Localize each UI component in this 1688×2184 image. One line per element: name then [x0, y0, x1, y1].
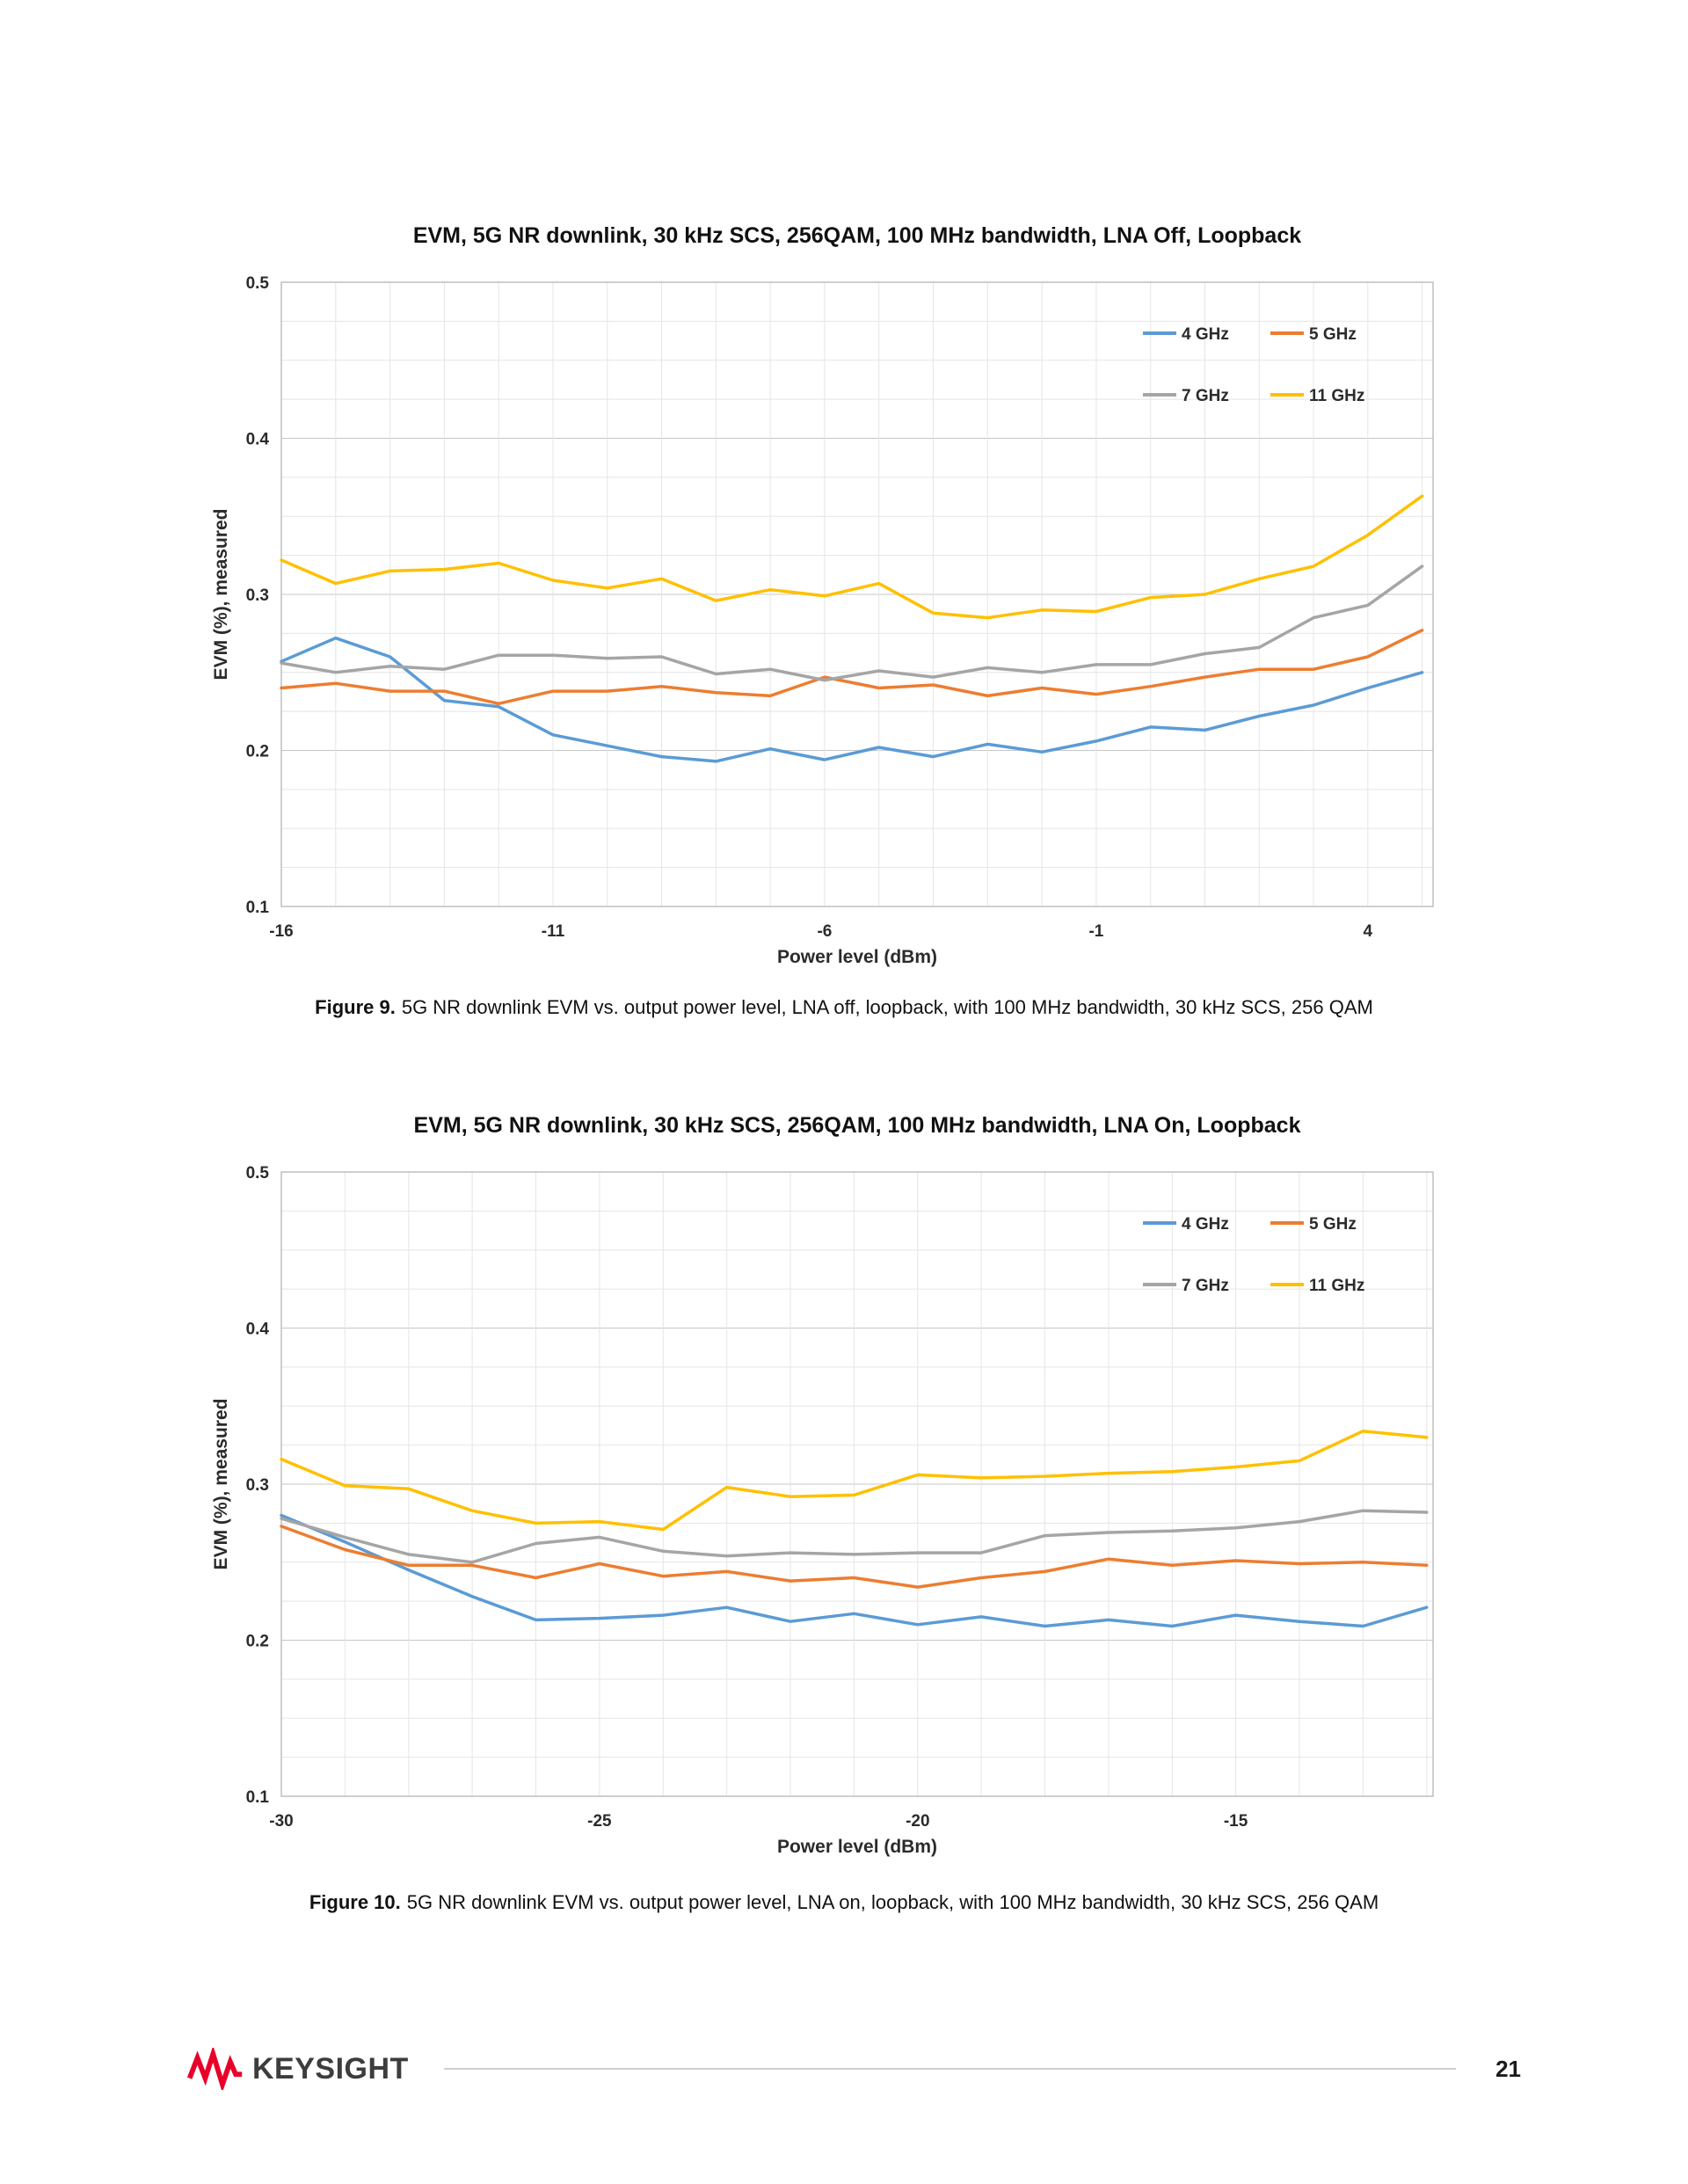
x-tick-label: -15 — [1224, 1812, 1248, 1831]
evm-lna-off-chart: 0.1 0.2 0.3 0.4 0.5 -16 -11 -6 -1 4 4 GHz 5 GHz 7 GH… — [211, 223, 1434, 967]
plot-border — [280, 281, 1434, 907]
chart-legend: 4 GHz 5 GHz 7 GHz 11 GHz — [1143, 325, 1364, 405]
legend-label-11-ghz: 11 GHz — [1309, 387, 1364, 405]
keysight-wordmark: KEYSIGHT — [252, 2051, 409, 2086]
x-axis-title: Power level (dBm) — [777, 1837, 937, 1857]
figure-10-label: Figure 10. — [309, 1891, 401, 1913]
x-tick-label: -25 — [587, 1812, 612, 1831]
y-axis-title: EVM (%), measured — [211, 509, 231, 681]
keysight-spark-icon — [187, 2048, 243, 2090]
figure-9-caption: Figure 9. 5G NR downlink EVM vs. output p… — [202, 995, 1486, 1020]
page-footer: KEYSIGHT 21 — [187, 2047, 1521, 2091]
y-axis-title: EVM (%), measured — [211, 1399, 231, 1570]
chart-legend: 4 GHz 5 GHz 7 GHz 11 GHz — [1143, 1215, 1364, 1295]
series-line-7-ghz — [280, 564, 1424, 682]
x-tick-label: -20 — [906, 1812, 929, 1831]
legend-label-5-ghz: 5 GHz — [1309, 325, 1357, 344]
chart-title: EVM, 5G NR downlink, 30 kHz SCS, 256QAM,… — [414, 1113, 1301, 1138]
legend-label-4-ghz: 4 GHz — [1182, 325, 1229, 344]
x-tick-label: -11 — [542, 922, 565, 941]
legend-label-11-ghz: 11 GHz — [1309, 1277, 1364, 1295]
x-tick-label: -6 — [817, 922, 832, 941]
evm-lna-on-chart: 0.1 0.2 0.3 0.4 0.5 -30 -25 -20 -15 4 GHz 5 GHz 7 G… — [211, 1113, 1434, 1857]
y-tick-label: 0.1 — [246, 1788, 270, 1807]
series-line-11-ghz — [280, 1429, 1429, 1532]
figure-10-text: 5G NR downlink EVM vs. output power leve… — [406, 1891, 1379, 1913]
series-line-5-ghz — [280, 1525, 1429, 1589]
series-line-7-ghz — [280, 1509, 1429, 1564]
figure-9-text: 5G NR downlink EVM vs. output power leve… — [401, 996, 1373, 1018]
plot-border — [280, 1171, 1434, 1797]
y-tick-label: 0.5 — [246, 274, 270, 293]
series-line-4-ghz — [280, 1513, 1429, 1628]
series-line-5-ghz — [280, 629, 1424, 706]
x-tick-label: -30 — [269, 1812, 293, 1831]
series-line-11-ghz — [280, 494, 1424, 620]
y-tick-label: 0.4 — [246, 1321, 270, 1339]
keysight-logo: KEYSIGHT — [187, 2048, 409, 2090]
figure-10-caption: Figure 10. 5G NR downlink EVM vs. output … — [202, 1890, 1486, 1915]
y-tick-label: 0.4 — [246, 431, 270, 449]
chart-title: EVM, 5G NR downlink, 30 kHz SCS, 256QAM,… — [413, 223, 1301, 248]
legend-label-7-ghz: 7 GHz — [1182, 1277, 1229, 1295]
y-tick-label: 0.3 — [246, 586, 269, 605]
x-axis-title: Power level (dBm) — [777, 947, 937, 967]
x-tick-label: -16 — [269, 922, 293, 941]
x-tick-label: -1 — [1088, 922, 1103, 941]
legend-label-4-ghz: 4 GHz — [1182, 1215, 1229, 1234]
y-tick-label: 0.5 — [246, 1164, 270, 1183]
x-tick-label: 4 — [1364, 922, 1373, 941]
page-number: 21 — [1495, 2055, 1521, 2082]
y-tick-label: 0.3 — [246, 1476, 269, 1495]
footer-divider — [443, 2068, 1457, 2070]
legend-label-5-ghz: 5 GHz — [1309, 1215, 1357, 1234]
y-tick-label: 0.1 — [246, 899, 270, 917]
figure-9-label: Figure 9. — [315, 996, 396, 1018]
y-tick-label: 0.2 — [246, 1633, 269, 1651]
series-line-4-ghz — [280, 636, 1424, 763]
legend-label-7-ghz: 7 GHz — [1182, 387, 1229, 405]
y-tick-label: 0.2 — [246, 743, 269, 761]
